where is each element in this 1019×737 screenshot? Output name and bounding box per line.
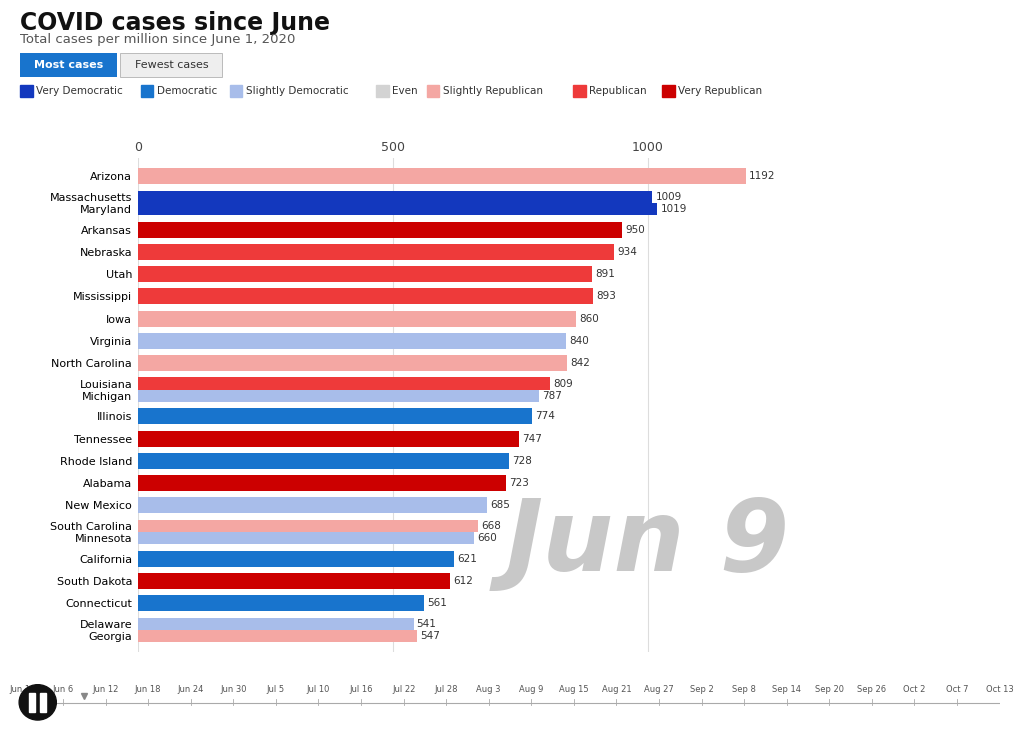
Text: Slightly Republican: Slightly Republican [442, 85, 542, 96]
Text: 668: 668 [481, 521, 500, 531]
Bar [230, 85, 243, 97]
Bar [573, 85, 585, 97]
Bar [138, 310, 576, 326]
Text: Jun 9: Jun 9 [505, 495, 789, 592]
Bar [41, 693, 46, 712]
Text: Jul 10: Jul 10 [307, 685, 330, 694]
Text: Aug 3: Aug 3 [476, 685, 500, 694]
Text: 891: 891 [595, 269, 614, 279]
Bar [138, 595, 424, 611]
Text: Jun 12: Jun 12 [93, 685, 118, 694]
Bar [138, 203, 657, 215]
Text: Even: Even [391, 85, 417, 96]
Bar [138, 266, 592, 282]
Circle shape [19, 685, 56, 720]
Text: 809: 809 [553, 379, 573, 388]
Text: Democratic: Democratic [157, 85, 217, 96]
Bar [20, 85, 33, 97]
Bar [138, 551, 454, 567]
Text: Fewest cases: Fewest cases [135, 60, 208, 70]
Text: Jul 16: Jul 16 [348, 685, 372, 694]
Bar [138, 408, 532, 425]
Text: Oct 7: Oct 7 [945, 685, 967, 694]
Text: Very Republican: Very Republican [677, 85, 761, 96]
Text: Slightly Democratic: Slightly Democratic [246, 85, 347, 96]
Bar [138, 333, 566, 349]
Text: 1009: 1009 [655, 192, 681, 202]
Text: Oct 2: Oct 2 [903, 685, 924, 694]
Text: 893: 893 [596, 291, 615, 301]
Text: 840: 840 [569, 336, 588, 346]
Text: 747: 747 [522, 433, 541, 444]
Bar [138, 222, 622, 237]
Text: Very Democratic: Very Democratic [36, 85, 122, 96]
Text: 612: 612 [452, 576, 472, 586]
Bar [138, 475, 506, 491]
Text: Sep 26: Sep 26 [857, 685, 886, 694]
Bar [138, 573, 449, 589]
Bar [138, 630, 417, 643]
Text: COVID cases since June: COVID cases since June [20, 11, 330, 35]
Text: 860: 860 [579, 314, 598, 324]
Text: 541: 541 [417, 619, 436, 629]
Text: Jul 28: Jul 28 [434, 685, 458, 694]
Text: Oct 13: Oct 13 [984, 685, 1013, 694]
Text: Jun 18: Jun 18 [135, 685, 161, 694]
Bar [138, 390, 539, 402]
Text: Republican: Republican [588, 85, 646, 96]
Text: 685: 685 [490, 500, 510, 511]
Text: Jun 1: Jun 1 [10, 685, 31, 694]
Text: Aug 15: Aug 15 [558, 685, 588, 694]
Bar [427, 85, 439, 97]
Text: 787: 787 [542, 391, 561, 401]
Bar [29, 693, 35, 712]
Text: Aug 21: Aug 21 [601, 685, 631, 694]
Text: Sep 20: Sep 20 [814, 685, 843, 694]
Text: Most cases: Most cases [35, 60, 103, 70]
Bar [376, 85, 388, 97]
Bar [141, 85, 153, 97]
Bar [138, 377, 550, 390]
Text: 950: 950 [625, 225, 644, 234]
Bar [138, 288, 593, 304]
Bar [138, 453, 508, 469]
Text: 547: 547 [420, 631, 439, 641]
Bar [138, 244, 613, 260]
Bar [661, 85, 674, 97]
Bar [138, 497, 487, 514]
Text: Aug 27: Aug 27 [644, 685, 674, 694]
Text: Total cases per million since June 1, 2020: Total cases per million since June 1, 20… [20, 33, 296, 46]
Text: Jun 30: Jun 30 [220, 685, 247, 694]
Bar [138, 168, 745, 184]
Bar [138, 191, 652, 203]
Text: Sep 8: Sep 8 [732, 685, 755, 694]
Text: 934: 934 [616, 247, 636, 257]
Text: Sep 2: Sep 2 [689, 685, 712, 694]
Text: Sep 14: Sep 14 [771, 685, 801, 694]
Text: 621: 621 [458, 553, 477, 564]
Bar [138, 520, 478, 532]
Bar [138, 532, 474, 545]
Text: 723: 723 [510, 478, 529, 488]
Text: 728: 728 [512, 456, 531, 466]
Bar [138, 430, 519, 447]
Text: 1019: 1019 [660, 204, 686, 214]
Text: Aug 9: Aug 9 [519, 685, 543, 694]
Text: Jun 24: Jun 24 [177, 685, 204, 694]
Text: Jul 22: Jul 22 [391, 685, 415, 694]
Text: 774: 774 [535, 411, 554, 422]
Text: Jul 5: Jul 5 [267, 685, 284, 694]
Text: Jun 6: Jun 6 [52, 685, 73, 694]
Text: 660: 660 [477, 534, 496, 543]
Bar [138, 618, 414, 630]
Text: 561: 561 [427, 598, 446, 608]
Text: 842: 842 [570, 358, 589, 368]
Text: 1192: 1192 [748, 171, 774, 181]
Bar [138, 355, 567, 371]
